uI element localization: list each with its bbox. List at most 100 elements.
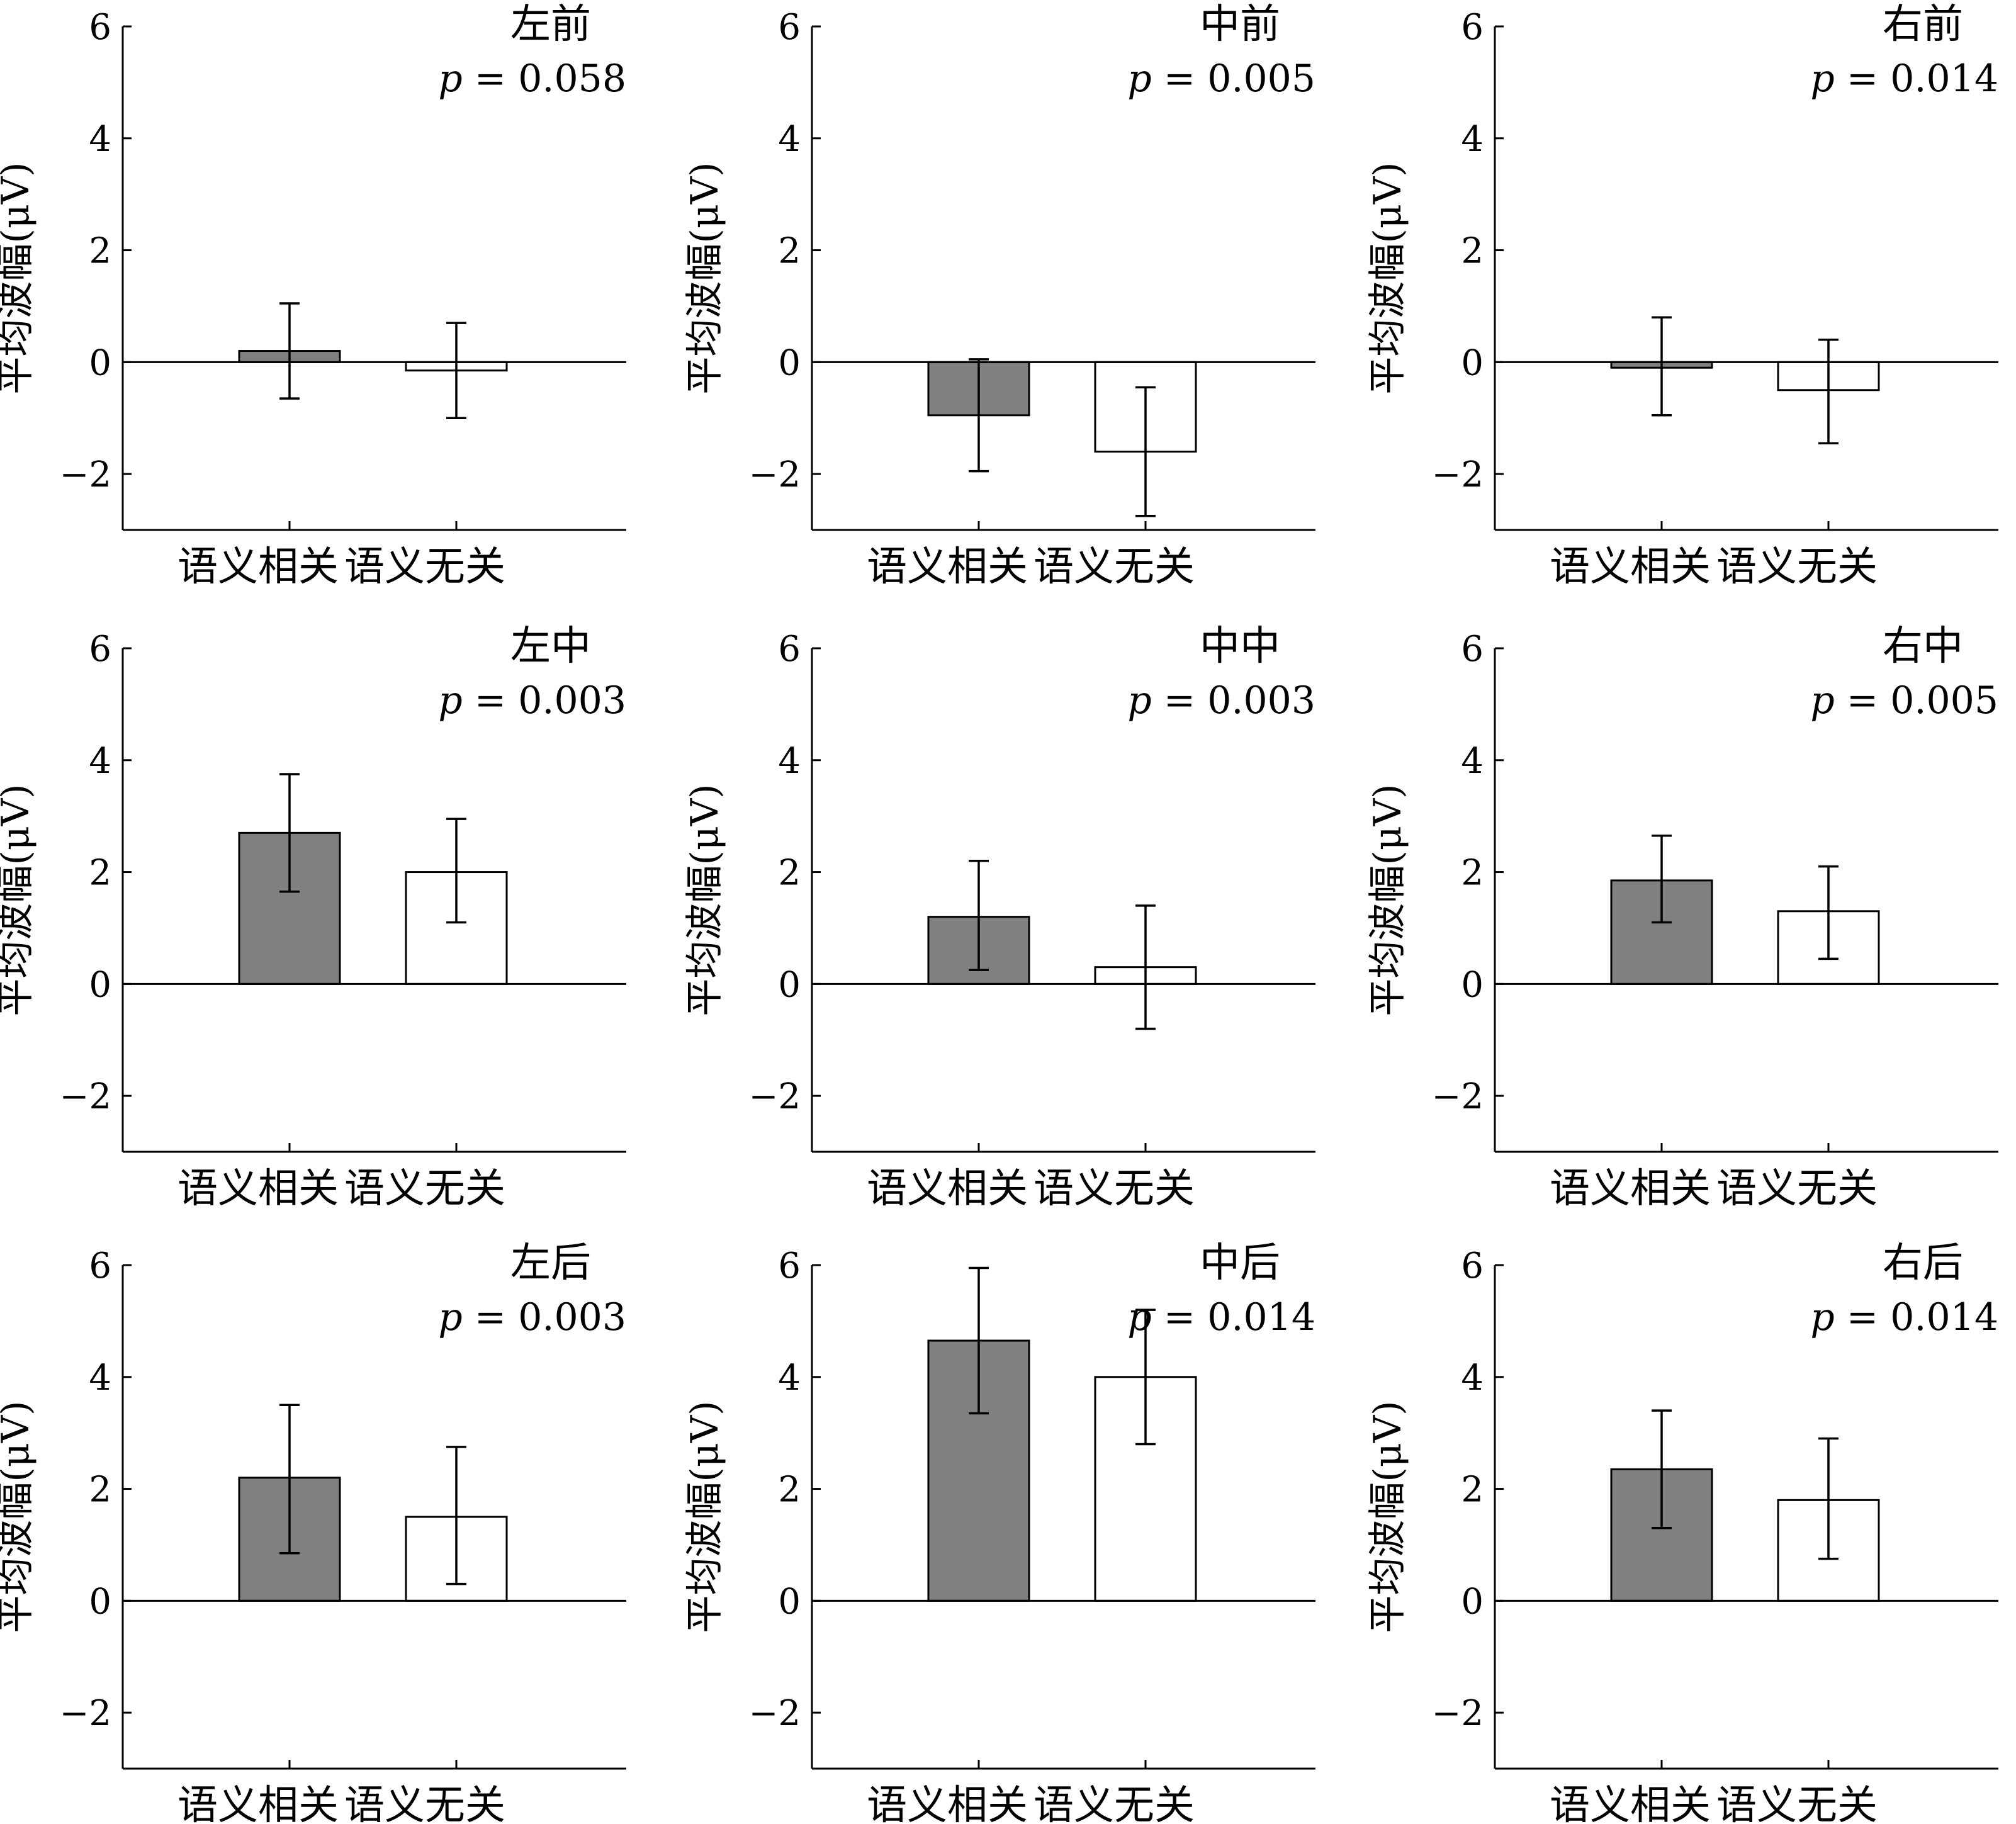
y-tick-label: −2	[1431, 1693, 1484, 1734]
p-symbol: p	[1810, 678, 1834, 723]
y-tick-label: 4	[778, 1358, 801, 1399]
p-value-text: = 0.058	[463, 57, 626, 101]
p-value-text: = 0.005	[1152, 57, 1315, 101]
category-label: 语义相关	[867, 1166, 1028, 1212]
panel-6: 6 4 2 0 −2 平均波幅(μV) 语义相关 语义无关 右中 p = 0.005	[1366, 623, 1998, 1212]
y-tick-label: 0	[1461, 1581, 1484, 1622]
y-tick-label: 0	[778, 964, 801, 1005]
y-tick-label: 2	[89, 853, 111, 894]
y-tick-label: 2	[778, 853, 801, 894]
y-tick-label: 0	[1461, 964, 1484, 1005]
y-tick-label: 4	[89, 1358, 111, 1399]
y-tick-label: 6	[778, 7, 801, 48]
p-value: p = 0.005	[1127, 57, 1315, 101]
panel-title: 中后	[1200, 1240, 1280, 1286]
y-tick-label: 2	[1461, 1470, 1484, 1511]
panel-title: 中中	[1200, 623, 1280, 670]
p-value: p = 0.003	[438, 1295, 626, 1339]
y-tick-label: 4	[778, 741, 801, 782]
p-value: p = 0.014	[1810, 1295, 1998, 1339]
p-symbol: p	[438, 57, 462, 101]
y-tick-label: 6	[778, 1246, 801, 1286]
panel-title: 右后	[1883, 1240, 1963, 1286]
y-tick-label: −2	[1431, 454, 1484, 495]
y-tick-label: −2	[1431, 1076, 1484, 1117]
category-label: 语义无关	[1716, 1782, 1878, 1824]
panel-title: 右前	[1883, 1, 1963, 48]
panel-8: 6 4 2 0 −2 平均波幅(μV) 语义相关 语义无关 中后 p = 0.014	[683, 1240, 1315, 1824]
p-symbol: p	[1810, 57, 1834, 101]
y-tick-label: 2	[1461, 853, 1484, 894]
category-label: 语义相关	[177, 1166, 339, 1212]
y-tick-label: −2	[59, 1693, 111, 1734]
category-label: 语义无关	[1716, 544, 1878, 590]
y-tick-label: 0	[778, 342, 801, 383]
y-tick-label: 4	[1461, 1358, 1484, 1399]
y-tick-label: 4	[778, 119, 801, 160]
y-tick-label: −2	[59, 454, 111, 495]
p-value: p = 0.005	[1810, 678, 1998, 723]
y-tick-label: 0	[778, 1581, 801, 1622]
p-value-text: = 0.014	[1835, 57, 1998, 101]
y-tick-label: 4	[1461, 741, 1484, 782]
p-symbol: p	[1127, 678, 1151, 723]
p-value-text: = 0.003	[463, 1295, 626, 1339]
panel-1: 6 4 2 0 −2 平均波幅(μV) 语义相关 语义无关 左前 p = 0.058	[0, 1, 626, 590]
panel-7: 6 4 2 0 −2 平均波幅(μV) 语义相关 语义无关 左后 p = 0.003	[0, 1240, 626, 1824]
y-tick-label: 4	[89, 741, 111, 782]
panel-9: 6 4 2 0 −2 平均波幅(μV) 语义相关 语义无关 右后 p = 0.014	[1366, 1240, 1998, 1824]
panel-3: 6 4 2 0 −2 平均波幅(μV) 语义相关 语义无关 右前 p = 0.014	[1366, 1, 1998, 590]
category-label: 语义无关	[344, 1166, 505, 1212]
y-tick-label: 0	[89, 1581, 111, 1622]
category-label: 语义相关	[177, 544, 339, 590]
y-tick-label: 6	[1461, 7, 1484, 48]
p-symbol: p	[1810, 1295, 1834, 1339]
y-tick-label: 2	[89, 1470, 111, 1511]
y-axis-label: 平均波幅(μV)	[0, 162, 38, 394]
y-tick-label: −2	[59, 1076, 111, 1117]
panel-title: 左后	[510, 1240, 591, 1286]
p-value-text: = 0.014	[1835, 1295, 1998, 1339]
y-tick-label: 0	[1461, 342, 1484, 383]
y-tick-label: 2	[778, 231, 801, 272]
y-tick-label: 4	[1461, 119, 1484, 160]
category-label: 语义无关	[1716, 1166, 1878, 1212]
category-label: 语义无关	[1033, 1166, 1195, 1212]
y-tick-label: 6	[89, 629, 111, 670]
p-symbol: p	[438, 1295, 462, 1339]
y-axis-label: 平均波幅(μV)	[0, 784, 38, 1016]
y-axis-label: 平均波幅(μV)	[683, 1400, 727, 1633]
category-label: 语义无关	[1033, 544, 1195, 590]
y-axis-label: 平均波幅(μV)	[683, 784, 727, 1016]
y-tick-label: −2	[748, 1076, 801, 1117]
category-label: 语义相关	[867, 1782, 1028, 1824]
y-axis-label: 平均波幅(μV)	[0, 1400, 38, 1633]
y-tick-label: 6	[89, 1246, 111, 1286]
y-tick-label: 2	[89, 231, 111, 272]
y-axis-label: 平均波幅(μV)	[1366, 162, 1410, 394]
category-label: 语义无关	[344, 1782, 505, 1824]
panel-title: 左前	[510, 1, 591, 48]
panel-title: 右中	[1883, 623, 1963, 670]
y-axis-label: 平均波幅(μV)	[1366, 1400, 1410, 1633]
y-tick-label: 6	[1461, 629, 1484, 670]
y-tick-label: −2	[748, 454, 801, 495]
y-tick-label: 6	[1461, 1246, 1484, 1286]
p-value: p = 0.014	[1127, 1295, 1315, 1339]
panel-2: 6 4 2 0 −2 平均波幅(μV) 语义相关 语义无关 中前 p = 0.005	[683, 1, 1315, 590]
category-label: 语义相关	[1550, 544, 1711, 590]
category-label: 语义相关	[1550, 1782, 1711, 1824]
p-value: p = 0.003	[438, 678, 626, 723]
p-value: p = 0.014	[1810, 57, 1998, 101]
panel-title: 中前	[1200, 1, 1280, 48]
y-tick-label: 6	[89, 7, 111, 48]
p-symbol: p	[1127, 57, 1151, 101]
y-tick-label: 0	[89, 964, 111, 1005]
category-label: 语义无关	[1033, 1782, 1195, 1824]
category-label: 语义无关	[344, 544, 505, 590]
p-value: p = 0.003	[1127, 678, 1315, 723]
p-value-text: = 0.005	[1835, 678, 1998, 723]
y-tick-label: 2	[778, 1470, 801, 1511]
y-axis-label: 平均波幅(μV)	[683, 162, 727, 394]
